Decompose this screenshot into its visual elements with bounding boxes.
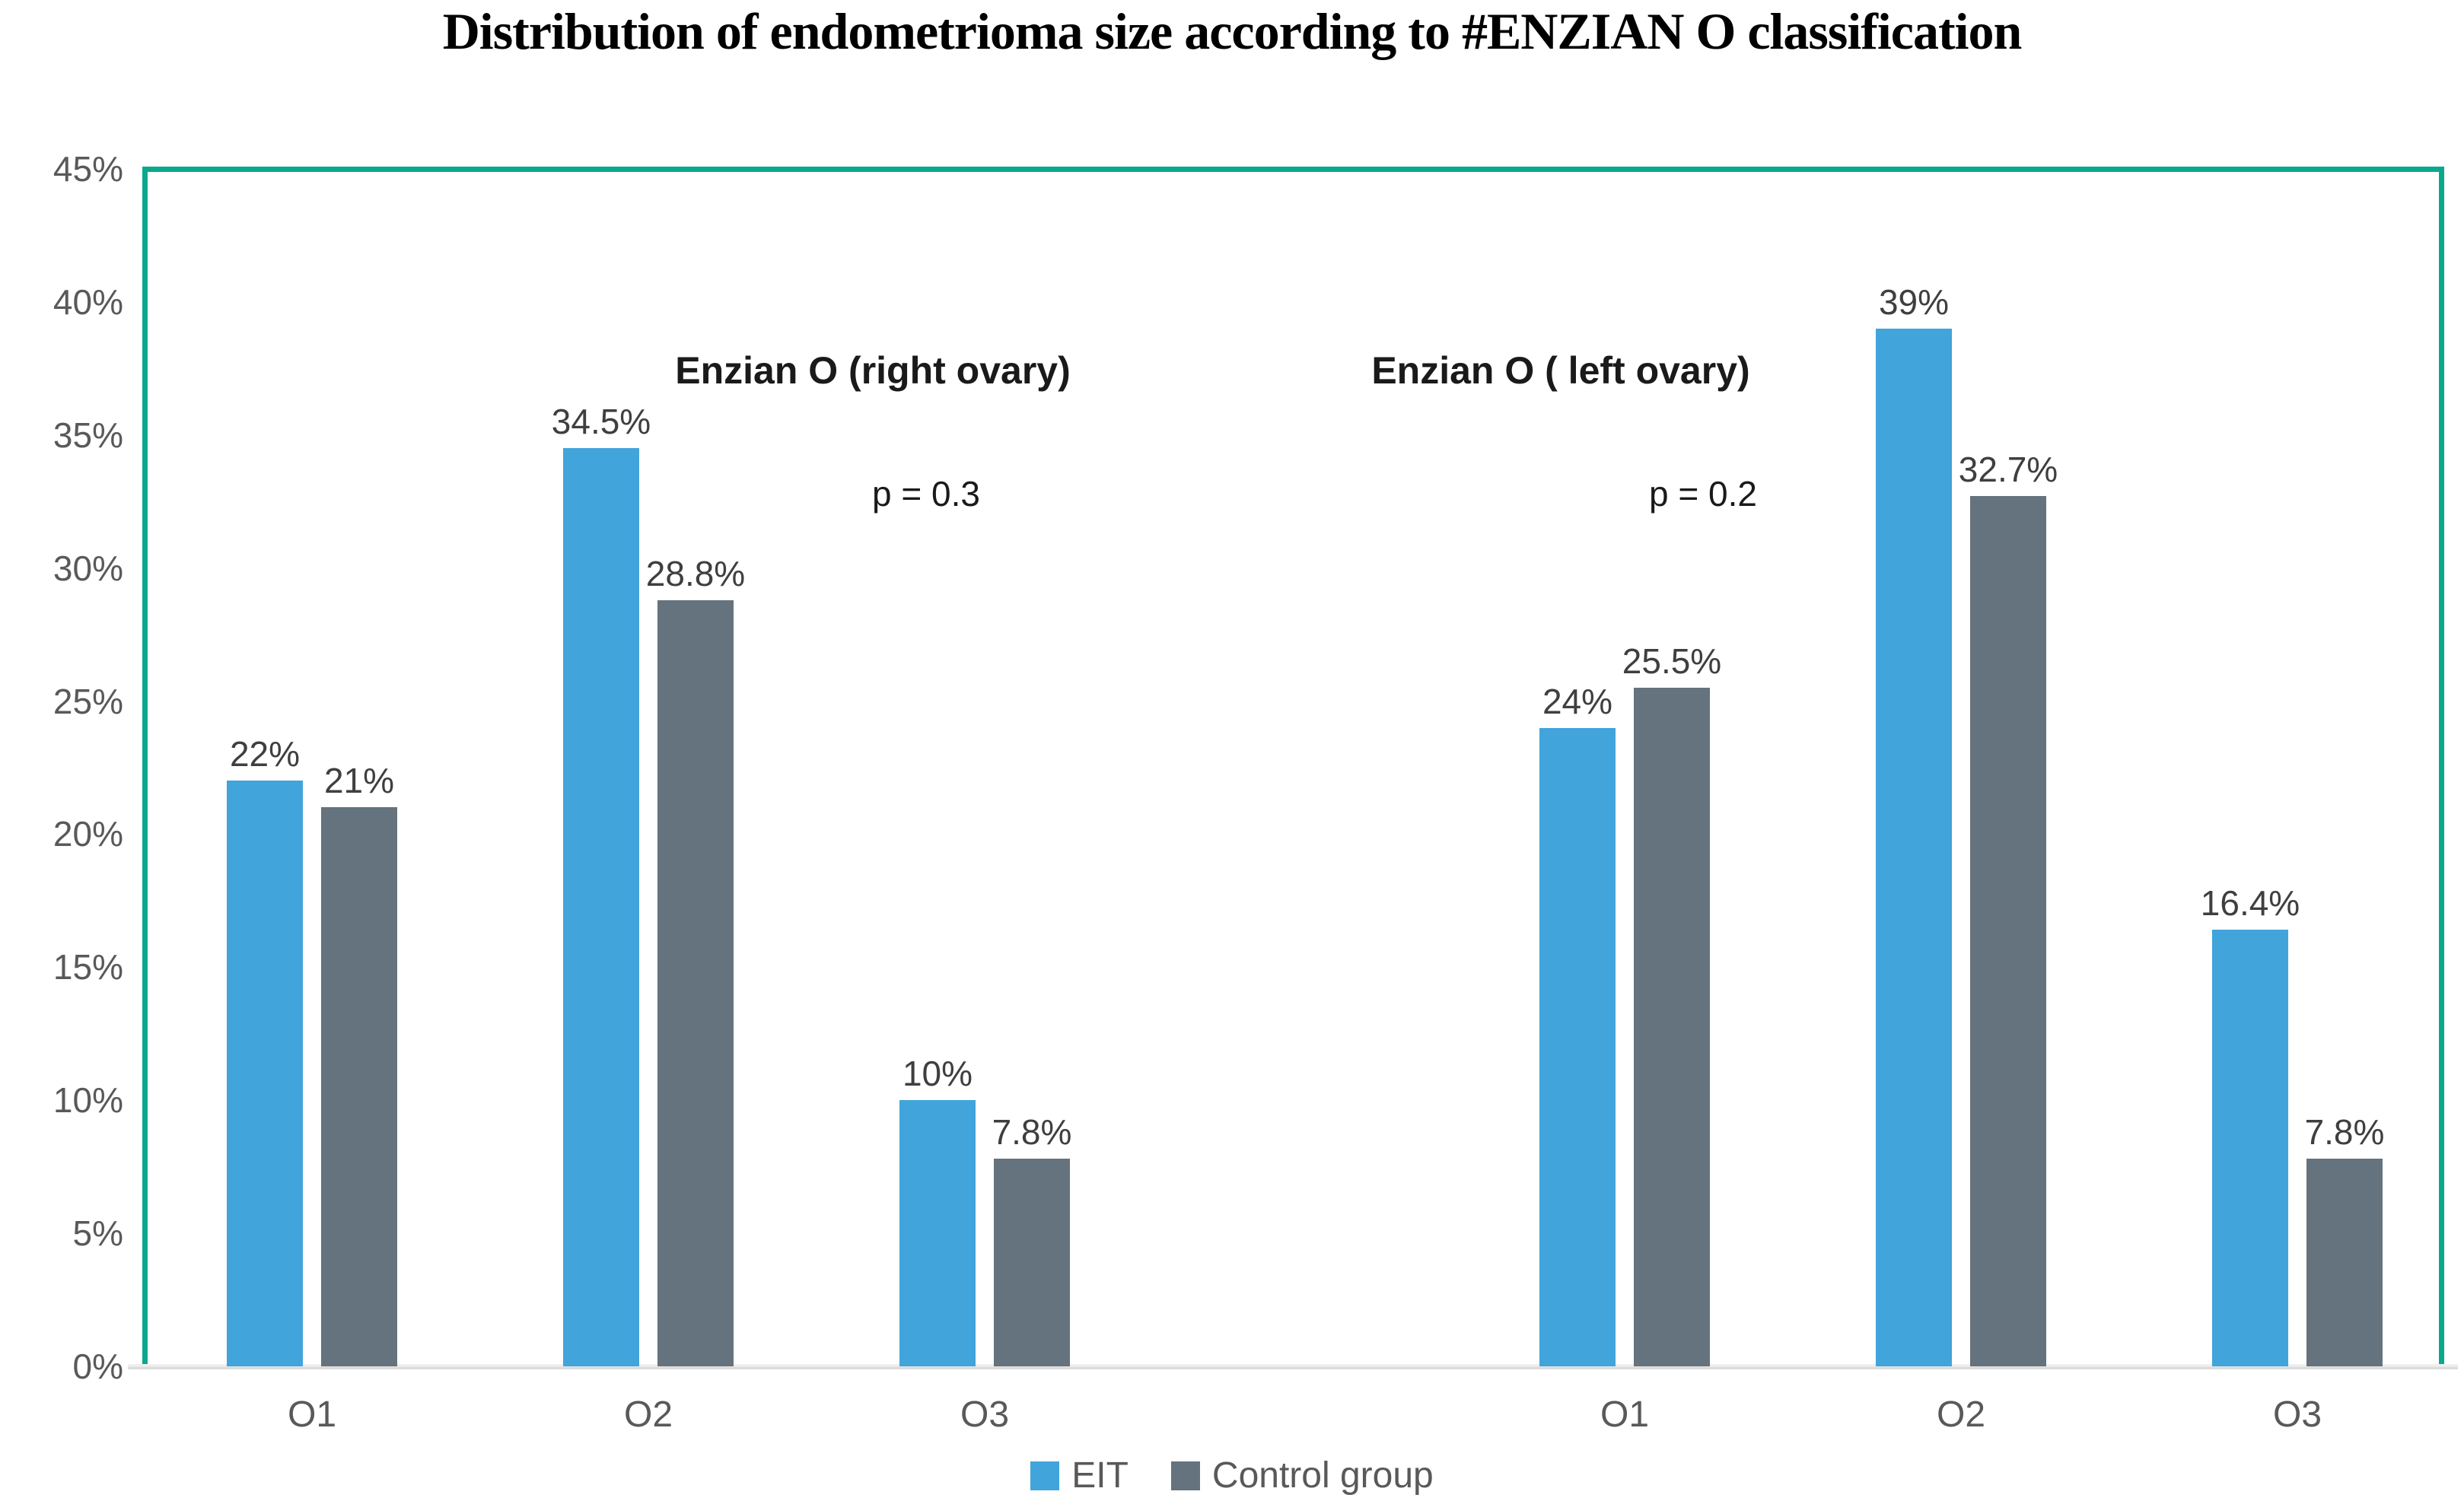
x-axis-category-label: O3: [2272, 1394, 2322, 1435]
y-axis-tick-label: 5%: [72, 1213, 123, 1254]
eit-series-swatch-icon: [1030, 1461, 1060, 1490]
bar-value-label: 24%: [1542, 681, 1613, 721]
y-axis-tick-label: 30%: [53, 548, 123, 588]
y-axis-tick-label: 25%: [53, 681, 123, 721]
p-value-label: p = 0.3: [872, 474, 980, 514]
bar-value-label: 10%: [902, 1054, 973, 1094]
bar-control-o3-left-ovary: [2306, 1159, 2383, 1366]
legend-label-control-group: Control group: [1211, 1455, 1434, 1496]
chart-title: Distribution of endometrioma size accord…: [442, 2, 2023, 60]
bar-value-label: 28.8%: [645, 553, 746, 593]
x-axis-line: [128, 1364, 2458, 1369]
bar-eit-o3-left-ovary: [2212, 930, 2288, 1366]
legend-label-eit: EIT: [1071, 1455, 1129, 1496]
y-axis-tick-label: 20%: [53, 814, 123, 854]
x-axis-category-label: O2: [623, 1394, 673, 1435]
bar-value-label: 32.7%: [1958, 450, 2058, 490]
panel-heading: Enzian O (right ovary): [675, 349, 1071, 392]
bar-eit-o1-right-ovary: [227, 781, 303, 1366]
bar-control-o2-right-ovary: [657, 599, 734, 1366]
p-value-label: p = 0.2: [1649, 474, 1757, 514]
bar-control-o2-left-ovary: [1970, 496, 2046, 1366]
legend-item-control-group: Control group: [1170, 1455, 1434, 1496]
legend: EIT Control group: [0, 1455, 2464, 1496]
legend-item-eit: EIT: [1030, 1455, 1129, 1496]
bar-control-o3-right-ovary: [994, 1159, 1070, 1366]
y-axis-tick-label: 15%: [53, 947, 123, 987]
y-axis-tick-label: 45%: [53, 149, 123, 189]
x-axis-category-label: O1: [1600, 1394, 1650, 1435]
x-axis-category-label: O2: [1936, 1394, 1986, 1435]
bar-value-label: 22%: [229, 734, 301, 774]
bar-value-label: 7.8%: [2304, 1112, 2385, 1153]
x-axis-category-label: O1: [287, 1394, 337, 1435]
y-axis-tick-label: 10%: [53, 1080, 123, 1121]
bar-eit-o2-left-ovary: [1876, 328, 1952, 1366]
panel-heading: Enzian O ( left ovary): [1371, 349, 1750, 392]
y-axis-tick-label: 35%: [53, 415, 123, 455]
y-axis-tick-label: 0%: [72, 1347, 123, 1386]
bar-value-label: 7.8%: [992, 1112, 1072, 1153]
bar-value-label: 16.4%: [2200, 883, 2300, 924]
control-group-series-swatch-icon: [1170, 1461, 1200, 1490]
bar-value-label: 21%: [323, 761, 395, 801]
bar-eit-o2-right-ovary: [563, 448, 639, 1366]
bar-control-o1-left-ovary: [1634, 688, 1710, 1366]
bar-value-label: 25.5%: [1622, 641, 1722, 682]
x-axis-category-label: O3: [960, 1394, 1010, 1435]
plot-area-border: [142, 167, 2444, 1366]
y-axis-tick-label: 40%: [53, 281, 123, 322]
bar-value-label: 34.5%: [551, 402, 651, 442]
bar-eit-o3-right-ovary: [899, 1100, 976, 1366]
bar-eit-o1-left-ovary: [1539, 727, 1616, 1366]
bar-control-o1-right-ovary: [321, 807, 397, 1366]
bar-value-label: 39%: [1878, 281, 1950, 322]
